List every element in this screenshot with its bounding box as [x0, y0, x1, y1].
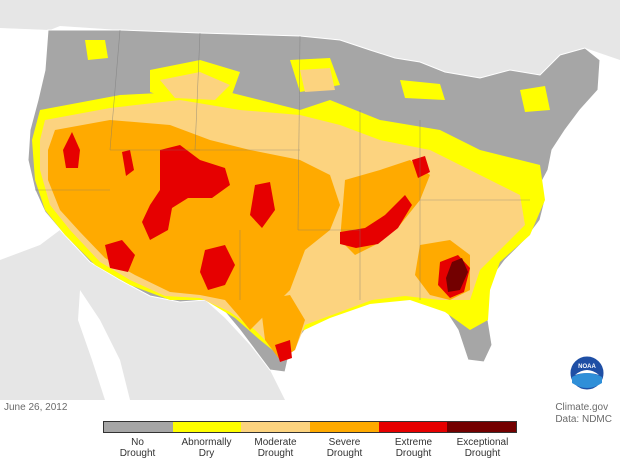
map-date: June 26, 2012: [4, 402, 68, 413]
credit-block: Climate.gov Data: NDMC: [555, 402, 612, 426]
exceptional-drought-areas: [446, 258, 468, 292]
legend-swatch-severe: [310, 422, 379, 432]
noaa-logo: NOAA: [569, 355, 605, 391]
legend-swatch-abnormally-dry: [172, 422, 242, 432]
legend-label-severe: Severe Drought: [326, 437, 363, 459]
canada-landmass: [0, 0, 620, 78]
gulf-of-california: [78, 290, 130, 400]
legend-label-extreme: Extreme Drought: [394, 437, 433, 459]
legend-swatch-no-drought: [104, 422, 173, 432]
extreme-drought-areas: [63, 132, 470, 362]
legend-label-moderate: Moderate Drought: [254, 437, 297, 459]
state-boundaries: [35, 29, 530, 300]
legend-label-no-drought: No Drought: [119, 437, 156, 459]
mexico-landmass: [0, 230, 285, 400]
legend-labels: No Drought Abnormally Dry Moderate Droug…: [103, 437, 517, 459]
credit-source: Climate.gov: [555, 402, 609, 413]
legend-label-abnormally-dry: Abnormally Dry: [181, 437, 232, 459]
legend-swatch-exceptional: [447, 422, 517, 432]
us-drought-map: [0, 0, 620, 400]
noaa-logo-text: NOAA: [578, 364, 596, 370]
legend-swatch-extreme: [378, 422, 448, 432]
credit-data: Data: NDMC: [555, 414, 612, 425]
legend-label-exceptional: Exceptional Drought: [456, 437, 509, 459]
legend-swatch-moderate: [241, 422, 311, 432]
legend-bar: [103, 421, 517, 433]
